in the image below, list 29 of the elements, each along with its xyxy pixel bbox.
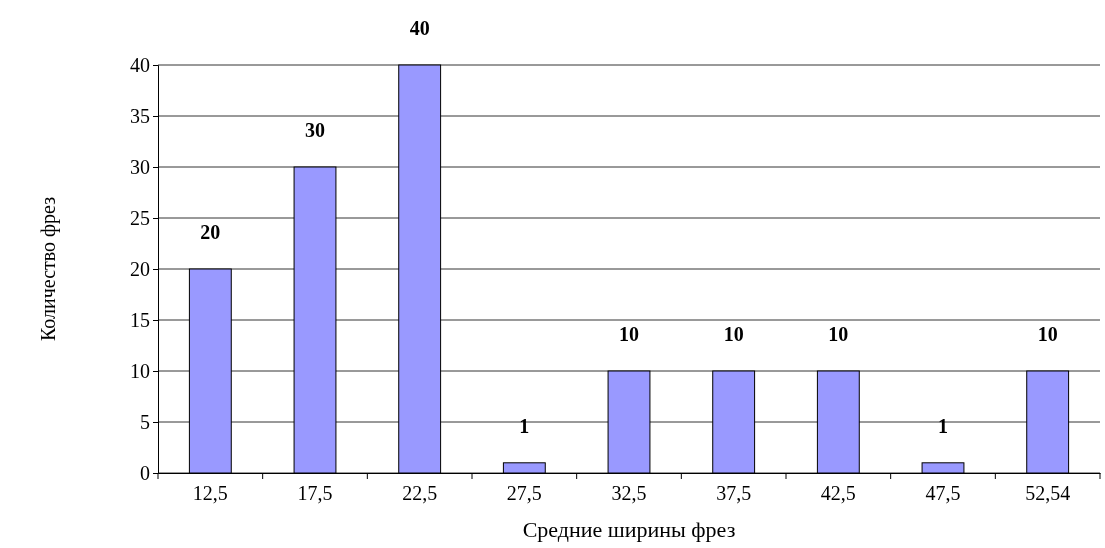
x-tick-label: 12,5 [192,482,228,504]
data-label: 10 [1037,323,1058,345]
data-label: 1 [519,414,530,437]
y-tick-label: 15 [130,308,150,331]
y-tick-label: 10 [130,359,150,382]
data-label: 10 [723,323,744,345]
x-tick-label: 42,5 [820,482,856,504]
y-axis-title: Количество фрез [37,196,60,342]
y-tick-label: 30 [130,155,150,178]
x-tick-label: 17,5 [297,482,333,504]
x-tick-label: 22,5 [402,482,438,504]
y-tick-label: 40 [130,53,150,76]
y-tick-label: 25 [130,206,150,229]
x-tick-label: 52,54 [1025,482,1071,504]
x-tick-label: 37,5 [716,482,752,504]
y-tick-label: 5 [140,410,150,433]
x-tick-label: 47,5 [925,482,961,504]
x-tick-label: 27,5 [506,482,542,504]
data-label: 20 [200,221,221,243]
data-label: 30 [305,119,325,141]
data-label: 10 [619,323,639,345]
y-tick-label: 20 [130,257,150,280]
y-tick-label: 35 [130,104,150,127]
y-tick-label: 0 [140,461,150,484]
data-label: 40 [409,17,430,39]
x-tick-label: 32,5 [611,482,647,504]
data-label: 1 [938,414,948,437]
data-label: 10 [828,323,849,345]
x-axis-title: Средние ширины фрез [522,517,736,542]
